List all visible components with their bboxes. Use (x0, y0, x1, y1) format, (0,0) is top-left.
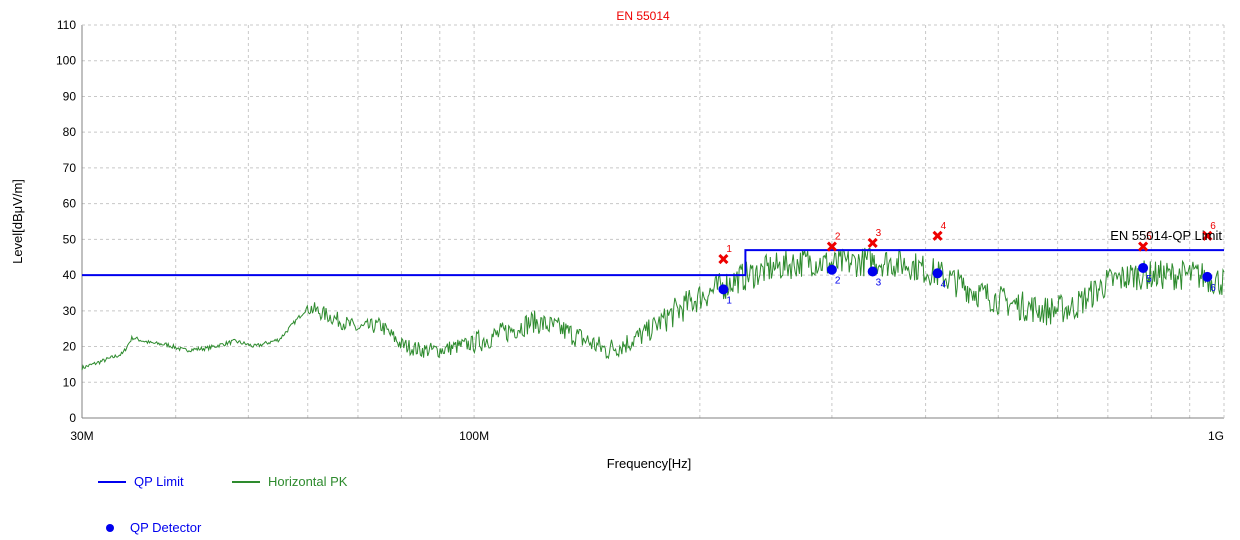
y-tick-label: 30 (63, 304, 77, 318)
qp-limit-swatch (98, 480, 126, 483)
legend-item-qp-detector: QP Detector (98, 520, 201, 535)
peak-marker (867, 237, 878, 248)
qp-detector-point (1138, 262, 1149, 273)
y-tick-label: 60 (63, 197, 77, 211)
axes (81, 24, 1225, 419)
qp-limit-line (82, 249, 1224, 277)
qp-detector-point (718, 284, 729, 295)
qp-detector-label: 1 (726, 295, 732, 306)
x-tick-label: 30M (70, 429, 93, 443)
legend-item-qp-limit: QP Limit (98, 474, 184, 489)
y-axis-label: Level[dBμV/m] (10, 179, 25, 264)
grid-lines (82, 24, 1224, 418)
peak-marker (826, 241, 837, 252)
x-tick-label: 1G (1208, 429, 1224, 443)
horizontal-pk-swatch (232, 480, 260, 483)
peak-marker-stroke (718, 253, 729, 265)
qp-detector-label: 4 (941, 279, 947, 290)
markers: 1 2 3 4 5 6 1 2 3 4 5 6 (718, 221, 1216, 306)
qp-detector-point (867, 266, 878, 277)
qp-detector-label: 2 (835, 276, 841, 287)
peak-marker (718, 253, 729, 265)
qp-limit-label: QP Limit (134, 474, 184, 489)
x-tick-label: 100M (459, 429, 489, 443)
horizontal-pk-trace (81, 247, 1225, 371)
peak-marker-stroke (1138, 241, 1149, 252)
y-tick-label: 80 (63, 125, 77, 139)
qp-detector-point (932, 268, 943, 279)
peak-marker-label: 3 (876, 228, 882, 239)
y-tick-label: 110 (57, 18, 76, 32)
limit-annotation: EN 55014-QP Limit (1110, 228, 1222, 243)
y-tick-label: 90 (63, 89, 77, 103)
peak-marker-stroke (932, 230, 943, 241)
qp-detector-dot (106, 523, 114, 532)
y-tick-label: 40 (63, 268, 77, 282)
y-tick-label: 0 (69, 411, 76, 425)
qp-detector-label: 3 (876, 278, 882, 289)
qp-detector-label: QP Detector (130, 520, 202, 535)
peak-marker (1138, 241, 1149, 252)
y-tick-label: 100 (56, 54, 76, 68)
peak-marker-label: 1 (726, 244, 732, 255)
y-tick-label: 20 (63, 340, 77, 354)
peak-marker-stroke (1202, 230, 1213, 241)
horizontal-pk-label: Horizontal PK (268, 474, 348, 489)
peak-marker (1202, 230, 1213, 241)
peak-marker-stroke (867, 237, 878, 248)
legend-item-horizontal-pk: Horizontal PK (232, 474, 347, 489)
peak-marker-label: 4 (941, 221, 947, 232)
chart-title: EN 55014 (616, 9, 670, 23)
traces (81, 247, 1225, 371)
peak-marker (932, 230, 943, 241)
tick-labels: 0 10 20 30 40 50 60 70 80 90 100 110 30M 100M 1G (56, 18, 1224, 443)
peak-marker-label: 5 (1146, 232, 1152, 243)
y-tick-label: 50 (63, 232, 77, 246)
qp-detector-point (1202, 271, 1213, 282)
peak-marker-stroke (826, 241, 837, 252)
peak-marker-label: 6 (1210, 221, 1216, 232)
y-tick-label: 10 (63, 375, 77, 389)
y-tick-label: 70 (63, 161, 77, 175)
qp-detector-label: 5 (1146, 274, 1152, 285)
qp-detector-label: 6 (1210, 283, 1216, 294)
qp-detector-point (826, 264, 837, 275)
peak-marker-label: 2 (835, 232, 841, 243)
x-axis-label: Frequency[Hz] (607, 456, 692, 471)
